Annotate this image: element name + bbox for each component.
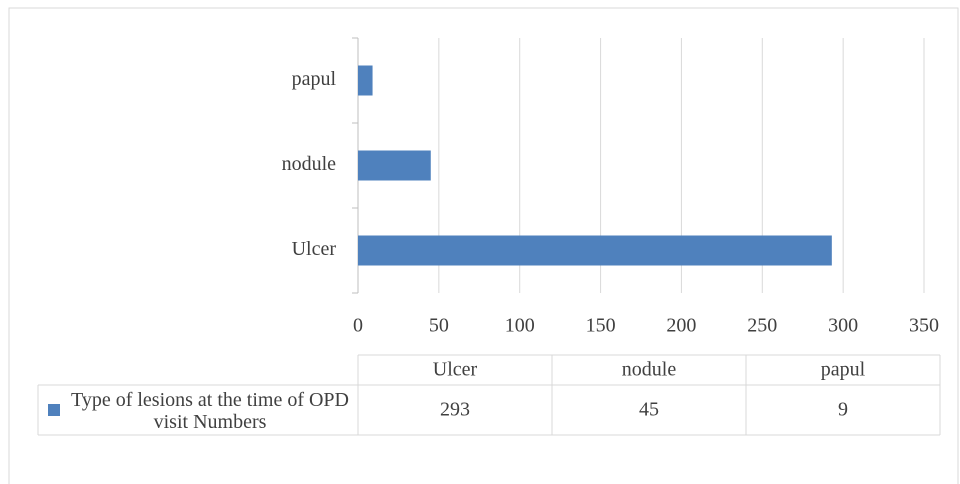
x-tick-label: 0 [353, 315, 363, 337]
legend-label: Type of lesions at the time of OPD visit… [71, 389, 349, 433]
y-tick-label: nodule [282, 153, 337, 175]
x-tick-label: 50 [429, 315, 449, 337]
bar [358, 65, 373, 96]
bar [358, 235, 832, 266]
x-tick-label: 100 [505, 315, 535, 337]
x-tick-label: 250 [747, 315, 777, 337]
table-value: 9 [838, 399, 848, 421]
y-tick-label: Ulcer [292, 238, 337, 260]
table-header: papul [821, 359, 866, 381]
x-tick-label: 150 [586, 315, 616, 337]
bar [358, 150, 431, 181]
x-tick-label: 300 [828, 315, 858, 337]
x-tick-label: 200 [666, 315, 696, 337]
table-value: 45 [639, 399, 659, 421]
table-header: nodule [622, 359, 677, 381]
chart-border [8, 7, 959, 484]
table-header: Ulcer [433, 359, 478, 381]
y-tick-label: papul [292, 68, 337, 90]
table-value: 293 [440, 399, 470, 421]
legend-swatch [48, 404, 60, 416]
x-tick-label: 350 [909, 315, 939, 337]
